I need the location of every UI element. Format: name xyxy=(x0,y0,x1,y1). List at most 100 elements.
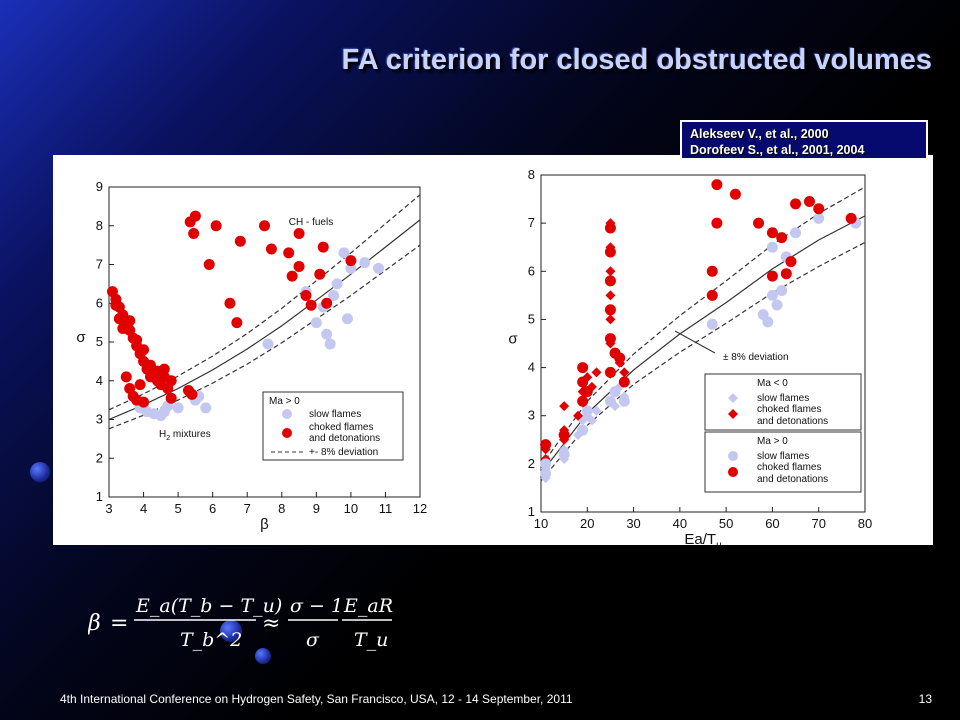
data-point xyxy=(189,210,201,222)
data-point xyxy=(581,386,593,398)
data-point xyxy=(231,317,243,329)
data-point xyxy=(604,246,616,258)
x-tick-label: 10 xyxy=(344,501,358,516)
criterion-curve xyxy=(108,219,421,421)
annotation-deviation: ± 8% deviation xyxy=(723,352,789,363)
x-tick-label: 20 xyxy=(580,516,594,531)
data-point xyxy=(577,362,589,374)
beta-formula: β = E_a(T_b − T_u) T_b^2 ≈ σ − 1 σ E_aR … xyxy=(88,595,393,651)
data-point-diamond xyxy=(605,290,616,301)
legend-box xyxy=(704,431,862,493)
y-tick-label: 6 xyxy=(96,295,103,310)
data-point xyxy=(328,290,340,301)
annotation-ch-fuels: CH - fuels xyxy=(289,217,333,228)
formula-numerator-3: E_aR xyxy=(343,595,393,617)
data-point xyxy=(803,195,815,207)
legend-marker-slow xyxy=(728,451,738,461)
annotation-h2-mixtures: H2 mixtures xyxy=(159,429,211,442)
y-tick-label: 1 xyxy=(96,489,103,504)
x-tick-label: 10 xyxy=(534,516,548,531)
legend-box xyxy=(262,391,404,461)
data-point xyxy=(165,375,177,387)
data-point xyxy=(134,379,146,391)
data-point xyxy=(604,395,616,407)
deviation-pointer xyxy=(674,330,716,354)
legend-item: slow flames xyxy=(757,451,809,462)
data-point xyxy=(124,315,136,327)
data-point xyxy=(845,212,857,224)
reference-1: Alekseev V., et al., 2000 xyxy=(690,127,829,141)
formula-equals: = xyxy=(110,611,128,636)
formula-numerator-1: E_a(T_b − T_u) xyxy=(135,595,282,617)
data-point xyxy=(138,344,150,356)
data-point-diamond xyxy=(582,372,593,383)
data-point xyxy=(813,203,825,215)
data-point xyxy=(766,289,778,301)
data-point xyxy=(706,289,718,301)
legend-marker-choked xyxy=(282,428,292,438)
data-point xyxy=(321,297,333,309)
legend-marker-slow xyxy=(282,409,292,419)
data-point xyxy=(790,198,802,210)
reference-2: Dorofeev S., et al., 2001, 2004 xyxy=(690,143,865,157)
data-point-diamond xyxy=(591,405,602,416)
data-point xyxy=(321,328,333,340)
data-point xyxy=(234,235,246,247)
x-tick-label: 12 xyxy=(413,501,427,516)
legend-box xyxy=(704,373,862,431)
y-tick-label: 5 xyxy=(96,334,103,349)
upper-deviation-curve xyxy=(540,186,866,467)
formula-denominator-1: T_b^2 xyxy=(180,629,242,651)
data-point xyxy=(604,222,616,234)
decorative-orb xyxy=(255,648,271,664)
references-box: Alekseev V., et al., 2000 Dorofeev S., e… xyxy=(680,120,928,160)
data-point xyxy=(753,217,765,229)
data-point xyxy=(283,247,295,259)
x-tick-label: 6 xyxy=(209,501,216,516)
y-tick-label: 5 xyxy=(528,311,535,326)
data-point xyxy=(117,322,129,334)
data-point-diamond xyxy=(573,410,584,421)
legend-item: and detonations xyxy=(757,474,828,485)
x-tick-label: 60 xyxy=(765,516,779,531)
data-point xyxy=(813,212,825,224)
y-tick-label: 2 xyxy=(528,456,535,471)
data-point xyxy=(310,317,322,329)
x-tick-label: 80 xyxy=(858,516,872,531)
legend-item: and detonations xyxy=(309,433,380,444)
h2-label-rest: mixtures xyxy=(170,429,211,440)
data-point xyxy=(345,255,357,267)
legend-item: choked flames xyxy=(757,462,821,473)
y-tick-label: 8 xyxy=(528,167,535,182)
y-tick-label: 8 xyxy=(96,218,103,233)
data-point xyxy=(158,406,170,418)
data-point xyxy=(345,262,357,274)
data-point xyxy=(558,429,570,441)
legend-marker-choked xyxy=(728,467,738,477)
data-point-diamond xyxy=(559,401,570,412)
y-tick-label: 2 xyxy=(96,450,103,465)
data-point xyxy=(359,257,371,269)
data-point xyxy=(338,247,350,259)
data-point xyxy=(540,458,552,470)
legend-item: choked flames xyxy=(757,404,821,415)
x-tick-label: 4 xyxy=(140,501,147,516)
data-point xyxy=(110,299,122,311)
data-point xyxy=(331,278,343,290)
x-axis-label-subscript: u xyxy=(716,540,722,545)
data-point xyxy=(188,228,200,239)
data-point xyxy=(776,285,788,297)
data-point xyxy=(131,334,143,346)
data-point xyxy=(604,366,616,378)
data-point xyxy=(324,338,336,350)
h2-subscript: 2 xyxy=(166,435,170,442)
x-tick-label: 50 xyxy=(719,516,733,531)
decorative-orb xyxy=(30,462,50,482)
data-point xyxy=(262,338,274,350)
figure-panel: 3 4 5 6 7 8 9 10 11 12 1 2 3 4 5 6 7 8 9 β σ CH - fuels H2 mix… xyxy=(53,155,933,545)
y-tick-label: 4 xyxy=(96,373,103,388)
data-point xyxy=(286,270,298,282)
data-point xyxy=(341,313,353,325)
data-point xyxy=(766,227,778,239)
criterion-curve xyxy=(540,215,866,474)
